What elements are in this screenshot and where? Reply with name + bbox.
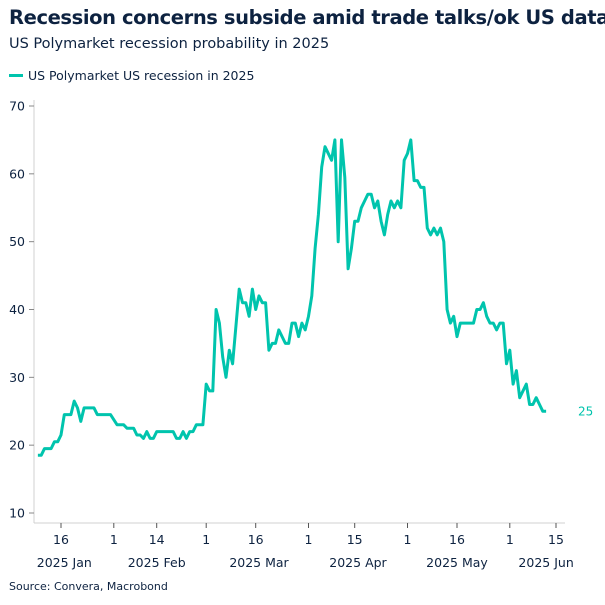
y-tick-label: 60 (9, 166, 25, 181)
x-tick-label: 1 (404, 532, 412, 547)
y-tick-label: 70 (9, 99, 25, 114)
y-tick-label: 10 (9, 506, 25, 521)
y-tick-label: 40 (9, 302, 25, 317)
y-tick-label: 30 (9, 370, 25, 385)
x-tick-label: 1 (202, 532, 210, 547)
x-month-label: 2025 Jun (518, 555, 573, 570)
x-tick-label: 1 (110, 532, 118, 547)
x-tick-label: 1 (305, 532, 313, 547)
x-tick-label: 15 (548, 532, 564, 547)
y-tick-label: 50 (9, 234, 25, 249)
last-value-label: 25 (578, 404, 593, 418)
legend-swatch (9, 74, 23, 77)
y-tick-label: 20 (9, 438, 25, 453)
legend: US Polymarket US recession in 2025 (9, 68, 254, 83)
x-tick-label: 16 (53, 532, 69, 547)
x-month-label: 2025 Apr (329, 555, 387, 570)
x-month-label: 2025 Feb (128, 555, 186, 570)
chart-title: Recession concerns subside amid trade ta… (9, 6, 605, 29)
x-month-label: 2025 Mar (229, 555, 289, 570)
x-tick-label: 14 (149, 532, 165, 547)
x-month-label: 2025 Jan (37, 555, 92, 570)
x-tick-label: 16 (449, 532, 465, 547)
x-month-label: 2025 May (426, 555, 488, 570)
x-tick-label: 15 (347, 532, 363, 547)
source-note: Source: Convera, Macrobond (9, 580, 168, 593)
legend-label: US Polymarket US recession in 2025 (28, 68, 255, 83)
chart-subtitle: US Polymarket recession probability in 2… (9, 36, 330, 52)
x-tick-label: 1 (506, 532, 514, 547)
series-line-us-polymarket (37, 138, 547, 457)
x-tick-label: 16 (248, 532, 264, 547)
